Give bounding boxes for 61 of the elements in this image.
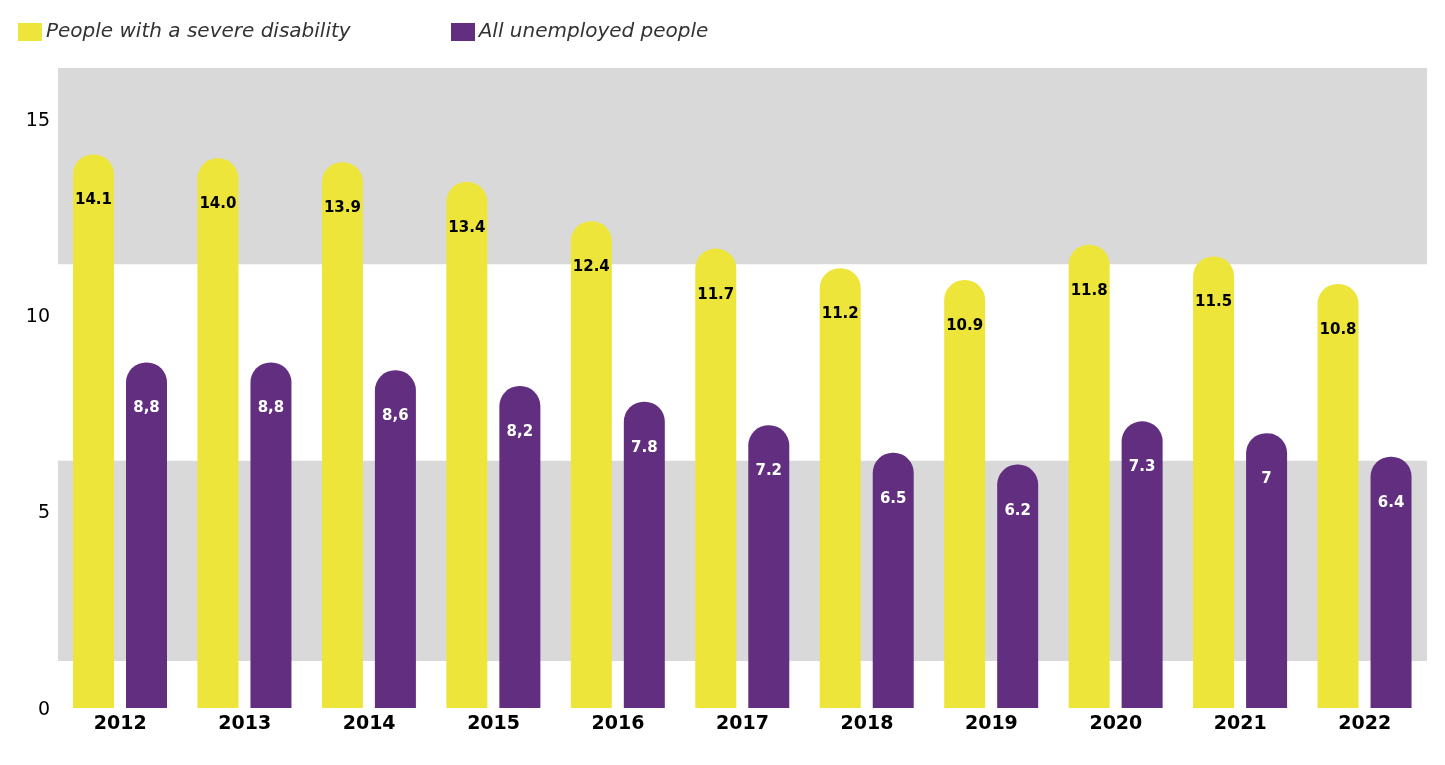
bar bbox=[695, 248, 737, 708]
data-label: 11.5 bbox=[1195, 292, 1233, 311]
bar bbox=[819, 268, 861, 708]
y-tick-label: 10 bbox=[25, 304, 50, 327]
bar bbox=[1121, 421, 1163, 708]
legend-label: All unemployed people bbox=[478, 18, 709, 42]
data-label: 8,2 bbox=[506, 422, 534, 441]
bar bbox=[374, 370, 416, 708]
bar bbox=[623, 401, 665, 708]
data-label: 7.2 bbox=[755, 461, 783, 480]
data-label: 8,8 bbox=[257, 398, 285, 417]
data-label: 7 bbox=[1261, 469, 1272, 488]
data-label: 7.3 bbox=[1128, 457, 1156, 476]
bar bbox=[197, 158, 239, 708]
x-tick-label: 2013 bbox=[218, 711, 272, 734]
y-tick-label: 15 bbox=[25, 107, 50, 130]
bar bbox=[1193, 256, 1235, 708]
bar bbox=[250, 362, 292, 708]
bar bbox=[748, 425, 790, 708]
data-label: 14.0 bbox=[199, 194, 237, 213]
x-tick-label: 2012 bbox=[93, 711, 147, 734]
data-label: 8,8 bbox=[133, 398, 160, 417]
data-label: 12.4 bbox=[572, 257, 610, 276]
bar bbox=[73, 154, 114, 708]
y-tick-label: 0 bbox=[37, 696, 50, 719]
legend-label: People with a severe disability bbox=[46, 18, 351, 42]
data-label: 14.1 bbox=[74, 190, 113, 209]
x-tick-label: 2018 bbox=[840, 711, 894, 734]
bar bbox=[997, 464, 1039, 708]
data-label: 11.8 bbox=[1070, 280, 1108, 299]
x-tick-label: 2019 bbox=[964, 711, 1018, 734]
bar bbox=[321, 162, 363, 708]
x-tick-label: 2014 bbox=[342, 711, 396, 734]
x-tick-label: 2016 bbox=[591, 711, 645, 734]
data-label: 7.8 bbox=[631, 437, 658, 456]
bar bbox=[499, 386, 541, 708]
data-label: 6.5 bbox=[879, 488, 907, 507]
bar bbox=[1068, 244, 1110, 708]
bar bbox=[570, 221, 612, 708]
bar bbox=[1246, 433, 1288, 708]
data-label: 8,6 bbox=[382, 406, 409, 425]
data-label: 6.4 bbox=[1377, 492, 1405, 511]
x-tick-label: 2020 bbox=[1089, 711, 1143, 734]
bar bbox=[1370, 456, 1412, 708]
data-label: 13.9 bbox=[323, 198, 361, 217]
data-label: 11.7 bbox=[697, 284, 735, 303]
y-tick-label: 5 bbox=[37, 500, 50, 523]
data-label: 13.4 bbox=[448, 217, 486, 236]
x-tick-label: 2021 bbox=[1213, 711, 1267, 734]
x-tick-label: 2017 bbox=[716, 711, 769, 734]
bar bbox=[944, 280, 986, 708]
data-label: 10.9 bbox=[946, 316, 984, 335]
bar bbox=[446, 181, 488, 708]
x-tick-label: 2022 bbox=[1338, 711, 1392, 734]
data-label: 10.8 bbox=[1319, 319, 1357, 338]
data-label: 11.2 bbox=[821, 304, 859, 323]
data-label: 6.2 bbox=[1004, 500, 1031, 519]
bar bbox=[126, 362, 167, 708]
bar bbox=[1317, 283, 1359, 708]
bar bbox=[872, 452, 914, 708]
x-tick-label: 2015 bbox=[467, 711, 521, 734]
